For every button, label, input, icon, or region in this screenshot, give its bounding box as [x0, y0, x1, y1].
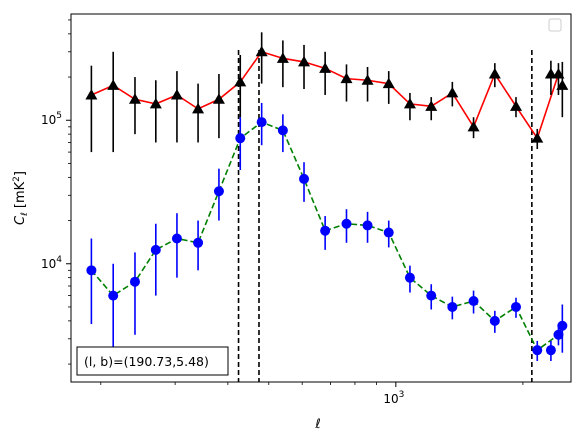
series-0-point-18: [467, 120, 480, 132]
series-0-point-20: [509, 100, 522, 111]
series-0-point-15: [403, 97, 416, 109]
plot-frame: [70, 13, 572, 383]
series-1-point-0: [86, 265, 97, 276]
series-0-point-22: [552, 68, 565, 79]
series-1-point-14: [383, 227, 394, 238]
y-tick-label-0: 104: [41, 255, 62, 271]
x-tick-label-0: 103: [383, 390, 404, 406]
series-1-point-18: [468, 296, 479, 307]
series-0-point-10: [298, 55, 311, 67]
series-1-point-5: [193, 237, 204, 248]
series-1-point-3: [150, 244, 161, 255]
series-0-point-11: [319, 62, 332, 73]
series-0-point-17: [446, 86, 459, 98]
plot-background: [71, 14, 571, 382]
series-1-point-15: [404, 272, 415, 283]
vertical-reference-lines: [237, 50, 533, 382]
series-0-point-4: [170, 88, 183, 100]
series-0-point-19: [488, 68, 501, 79]
series-0-point-7: [234, 75, 247, 87]
x-axis-label: ℓ: [314, 417, 320, 432]
axis-ticks: 104 105 103: [41, 19, 524, 406]
annotation-text: (l, b)=(190.73,5.48): [84, 354, 209, 369]
series-0-point-0: [85, 88, 98, 100]
series-0: [85, 32, 569, 153]
series-0-point-21: [531, 132, 544, 143]
series-0-point-13: [361, 74, 374, 85]
series-1-point-12: [341, 218, 352, 229]
series-1-point-4: [171, 233, 182, 244]
annotation-box: (l, b)=(190.73,5.48): [76, 346, 229, 376]
series-1-point-23: [545, 345, 556, 356]
series-layer: [85, 32, 569, 362]
series-0-point-12: [340, 72, 353, 84]
y-tick-label-1: 105: [41, 111, 62, 127]
series-1: [86, 102, 568, 362]
series-1-point-2: [129, 276, 140, 287]
series-1-point-20: [510, 301, 521, 312]
series-0-point-2: [128, 93, 141, 104]
series-1-point-13: [362, 220, 373, 231]
series-1-point-7: [235, 133, 246, 144]
series-1-point-11: [320, 225, 331, 236]
series-1-point-16: [426, 290, 437, 301]
series-0-point-1: [107, 79, 120, 90]
legend-box: [548, 18, 562, 32]
series-1-line: [90, 121, 559, 352]
series-0-point-24: [556, 79, 569, 90]
series-0-point-3: [149, 97, 162, 109]
svg-text:Cℓ [mK2]: Cℓ [mK2]: [12, 171, 30, 225]
series-1-point-19: [489, 315, 500, 326]
series-1-point-1: [108, 290, 119, 301]
series-1-point-10: [299, 173, 310, 184]
series-0-point-16: [425, 100, 438, 111]
series-1-point-6: [213, 186, 224, 197]
series-1-point-22: [553, 329, 564, 340]
series-1-point-9: [277, 125, 288, 136]
y-axis-label: Cℓ [mK2]: [12, 171, 30, 225]
series-0-point-6: [212, 93, 225, 104]
series-0-point-5: [192, 102, 205, 114]
series-1-point-24: [557, 320, 568, 331]
series-1-point-17: [447, 301, 458, 312]
series-0-point-8: [255, 45, 268, 57]
series-0-point-9: [276, 52, 289, 63]
series-1-point-8: [256, 117, 267, 128]
series-0-point-14: [382, 77, 395, 89]
series-1-point-21: [532, 345, 543, 356]
series-0-point-23: [544, 68, 557, 79]
